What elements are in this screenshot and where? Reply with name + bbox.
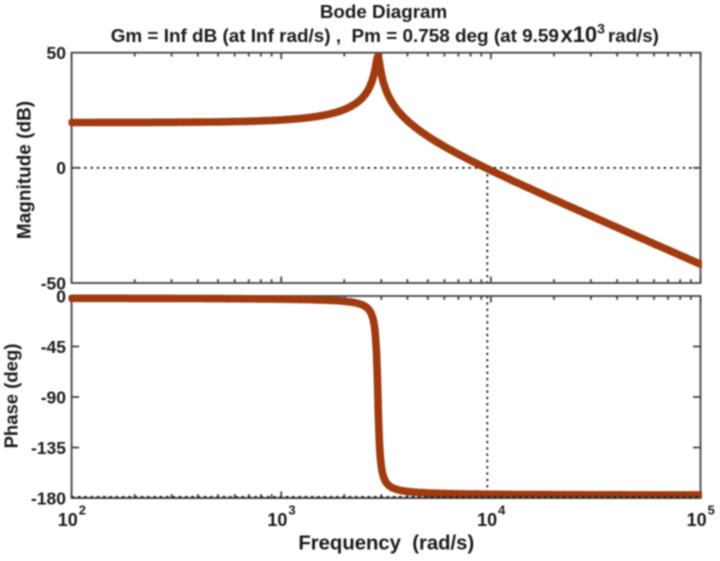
svg-text:Bode Diagram: Bode Diagram [320, 1, 447, 22]
svg-text:0: 0 [56, 286, 66, 306]
svg-text:-180: -180 [31, 488, 66, 508]
svg-text:4: 4 [498, 503, 506, 518]
svg-text:3: 3 [288, 503, 295, 518]
svg-text:0: 0 [56, 158, 66, 178]
svg-text:Phase (deg): Phase (deg) [1, 344, 22, 449]
svg-text:Gm = Inf dB (at Inf rad/s) ,: Gm = Inf dB (at Inf rad/s) , Pm = 0.758 … [111, 20, 659, 47]
svg-text:10: 10 [687, 510, 707, 530]
svg-text:10: 10 [267, 510, 287, 530]
svg-text:-135: -135 [31, 438, 66, 458]
svg-text:-45: -45 [41, 337, 67, 357]
svg-text:10: 10 [477, 510, 497, 530]
svg-text:50: 50 [47, 43, 67, 63]
svg-text:10: 10 [58, 510, 78, 530]
svg-text:-50: -50 [41, 273, 67, 293]
svg-text:Frequency (rad/s): Frequency (rad/s) [298, 533, 474, 555]
svg-text:-90: -90 [41, 387, 67, 407]
svg-text:2: 2 [79, 503, 86, 518]
svg-text:5: 5 [708, 503, 715, 518]
svg-text:Magnitude (dB): Magnitude (dB) [15, 101, 36, 239]
